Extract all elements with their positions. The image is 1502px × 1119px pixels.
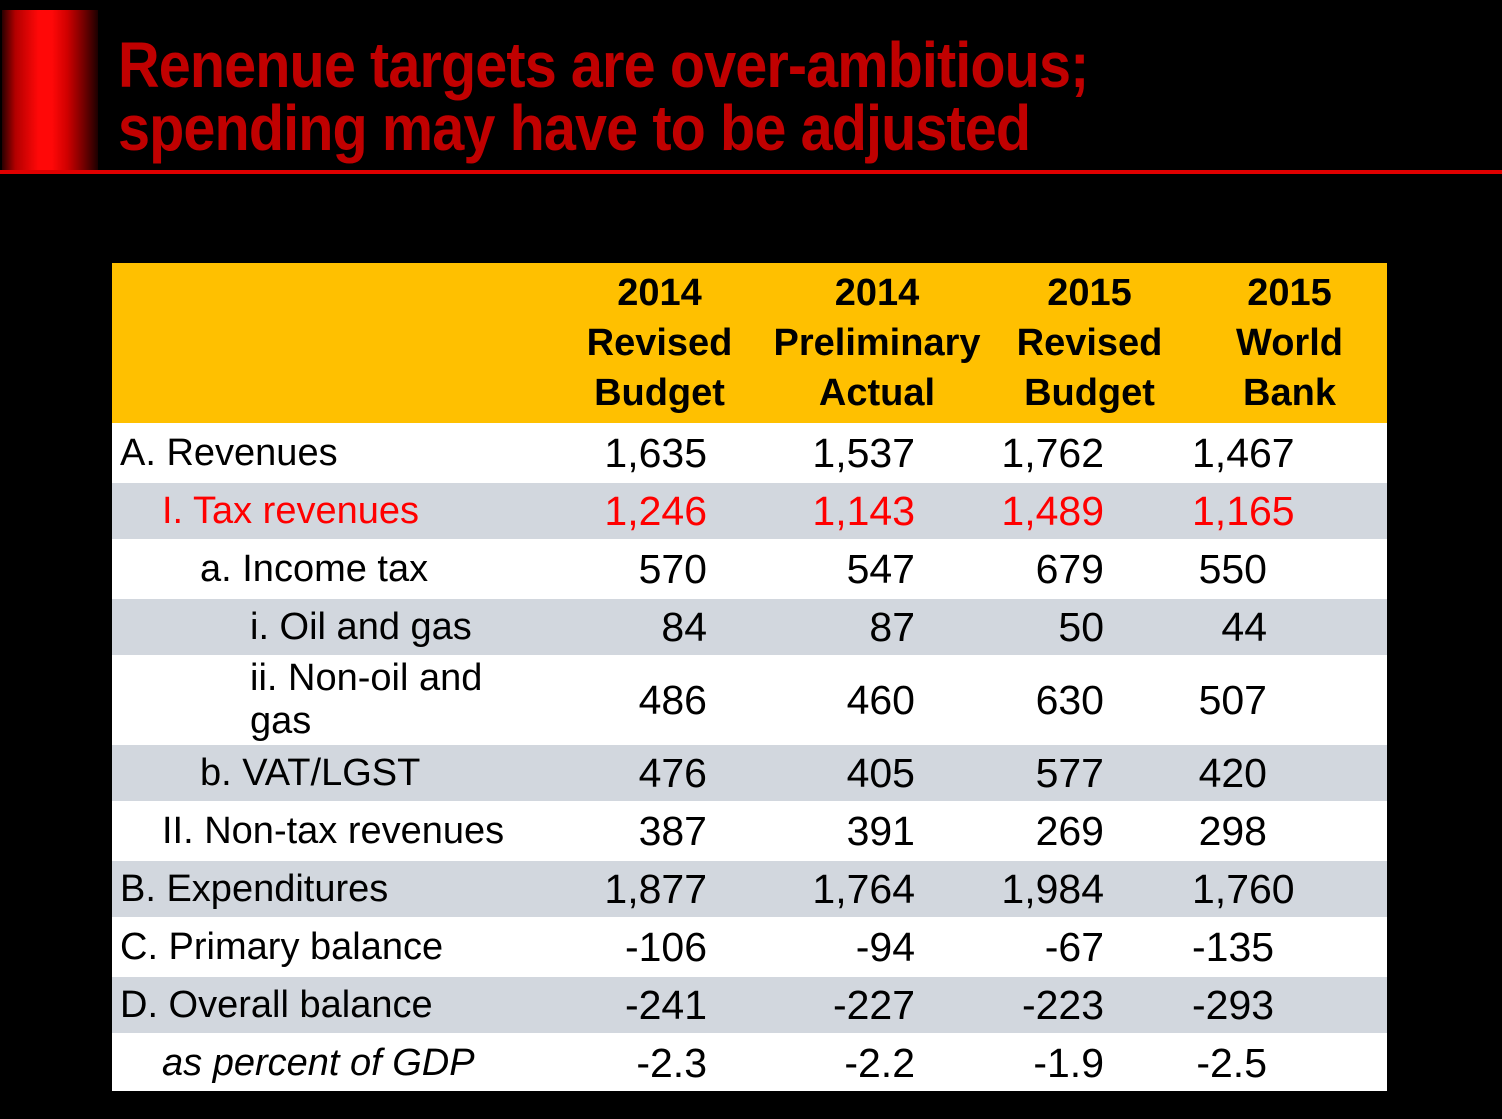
table-cell: 1,467 xyxy=(1192,423,1387,482)
budget-table: 2014 Revised Budget 2014 Preliminary Act… xyxy=(112,263,1387,1091)
table-cell: 1,143 xyxy=(767,481,987,540)
table-row: as percent of GDP -2.3 -2.2 -1.9 -2.5 xyxy=(112,1033,1387,1091)
table-cell: 1,246 xyxy=(552,481,767,540)
row-label: i. Oil and gas xyxy=(112,597,552,656)
table-cell: 420 xyxy=(1192,743,1387,802)
row-label: C. Primary balance xyxy=(112,917,552,976)
table-cell: 577 xyxy=(987,743,1192,802)
table-cell: 507 xyxy=(1192,655,1387,744)
column-header-2014-revised-budget: 2014 Revised Budget xyxy=(552,263,767,424)
table-cell: 1,537 xyxy=(767,423,987,482)
column-header-2014-preliminary-actual: 2014 Preliminary Actual xyxy=(767,263,987,424)
row-label: b. VAT/LGST xyxy=(112,743,552,802)
table-row: B. Expenditures 1,877 1,764 1,984 1,760 xyxy=(112,859,1387,918)
row-label: II. Non-tax revenues xyxy=(112,801,552,860)
row-label: ii. Non-oil and gas xyxy=(112,655,552,744)
table-cell: -2.3 xyxy=(552,1033,767,1091)
table-cell: -293 xyxy=(1192,975,1387,1034)
row-label: a. Income tax xyxy=(112,539,552,598)
table-cell: 1,165 xyxy=(1192,481,1387,540)
table-cell: -2.5 xyxy=(1192,1033,1387,1091)
column-header-2015-revised-budget: 2015 Revised Budget xyxy=(987,263,1192,424)
table-cell: -241 xyxy=(552,975,767,1034)
table-cell: 1,764 xyxy=(767,859,987,918)
table-cell: 405 xyxy=(767,743,987,802)
table-cell: 269 xyxy=(987,801,1192,860)
column-header-2015-world-bank: 2015 World Bank xyxy=(1192,263,1387,424)
table-cell: -1.9 xyxy=(987,1033,1192,1091)
table-row: I. Tax revenues 1,246 1,143 1,489 1,165 xyxy=(112,481,1387,540)
table-cell: 87 xyxy=(767,597,987,656)
table-cell: 460 xyxy=(767,655,987,744)
table-cell: 486 xyxy=(552,655,767,744)
table-row: C. Primary balance -106 -94 -67 -135 xyxy=(112,917,1387,976)
table-row: ii. Non-oil and gas 486 460 630 507 xyxy=(112,655,1387,744)
table-cell: -94 xyxy=(767,917,987,976)
table-cell: 547 xyxy=(767,539,987,598)
title-accent-bar xyxy=(2,10,98,174)
table-cell: 84 xyxy=(552,597,767,656)
table-row: D. Overall balance -241 -227 -223 -293 xyxy=(112,975,1387,1034)
table-cell: 391 xyxy=(767,801,987,860)
table-cell: 1,877 xyxy=(552,859,767,918)
table-cell: -223 xyxy=(987,975,1192,1034)
table-row: b. VAT/LGST 476 405 577 420 xyxy=(112,743,1387,802)
table-cell: -67 xyxy=(987,917,1192,976)
table-row: A. Revenues 1,635 1,537 1,762 1,467 xyxy=(112,423,1387,482)
table-row: a. Income tax 570 547 679 550 xyxy=(112,539,1387,598)
table-cell: 1,489 xyxy=(987,481,1192,540)
table-cell: 570 xyxy=(552,539,767,598)
table-row: i. Oil and gas 84 87 50 44 xyxy=(112,597,1387,656)
table-cell: -135 xyxy=(1192,917,1387,976)
table-cell: 50 xyxy=(987,597,1192,656)
table-cell: 476 xyxy=(552,743,767,802)
table-cell: 630 xyxy=(987,655,1192,744)
row-label-header-cell xyxy=(112,263,552,424)
row-label: as percent of GDP xyxy=(112,1033,552,1091)
table-cell: -227 xyxy=(767,975,987,1034)
table-cell: 679 xyxy=(987,539,1192,598)
row-label: I. Tax revenues xyxy=(112,481,552,540)
row-label: D. Overall balance xyxy=(112,975,552,1034)
row-label: B. Expenditures xyxy=(112,859,552,918)
table-header-row: 2014 Revised Budget 2014 Preliminary Act… xyxy=(112,263,1387,424)
table-cell: 1,760 xyxy=(1192,859,1387,918)
table-row: II. Non-tax revenues 387 391 269 298 xyxy=(112,801,1387,860)
table-cell: -2.2 xyxy=(767,1033,987,1091)
slide-title: Renenue targets are over-ambitious; spen… xyxy=(118,29,1089,164)
row-label: A. Revenues xyxy=(112,423,552,482)
table-cell: 1,635 xyxy=(552,423,767,482)
table-cell: 550 xyxy=(1192,539,1387,598)
table-cell: -106 xyxy=(552,917,767,976)
table-cell: 298 xyxy=(1192,801,1387,860)
table-cell: 1,762 xyxy=(987,423,1192,482)
table-cell: 387 xyxy=(552,801,767,860)
table-cell: 44 xyxy=(1192,597,1387,656)
table-cell: 1,984 xyxy=(987,859,1192,918)
title-underline-rule xyxy=(0,170,1502,174)
